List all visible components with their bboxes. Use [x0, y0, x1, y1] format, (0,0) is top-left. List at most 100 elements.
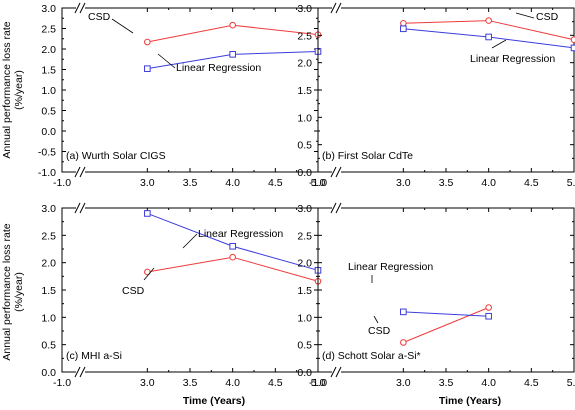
axis-break-mask-top [332, 206, 341, 210]
y-tick-label: 2.0 [297, 58, 312, 70]
data-point-linear-regression [400, 25, 407, 33]
y-tick-label: 1.5 [41, 285, 56, 297]
annotation-leader [111, 18, 134, 34]
x-tick-label: 4.5 [524, 377, 539, 389]
data-point-linear-regression [485, 33, 492, 41]
data-point-csd [400, 20, 407, 27]
x-tick-label-first: -1.0 [309, 377, 327, 389]
x-tick-label: 3.5 [439, 177, 454, 189]
x-tick-label: 4.5 [268, 377, 283, 389]
y-tick-label: 1.0 [297, 112, 312, 124]
axis-break-slash [74, 202, 81, 214]
y-tick-label: 0.0 [41, 126, 56, 138]
panel-a: -1.0 -0.5 0.0 0.5 1.0 1.5 2.0 2.5 3.0 -1.0 3.0 3.5 4… [38, 2, 326, 189]
x-tick-label: 3.5 [439, 377, 454, 389]
y-tick-label: 1.5 [297, 85, 312, 97]
data-point-linear-regression [144, 210, 151, 217]
y-tick-label: 1.0 [297, 312, 312, 324]
y-tick-label: 0.0 [297, 367, 312, 379]
y-tick-label: 0.5 [297, 340, 312, 352]
figure-ylabel-bottom-line1: Annual performance loss rate [1, 223, 13, 360]
x-tick-label: 5.0 [567, 177, 575, 189]
data-point-linear-regression [144, 65, 151, 72]
y-tick-label: 0.5 [41, 106, 56, 118]
plot-frame [317, 207, 575, 373]
x-tick-label: 5.0 [311, 377, 326, 389]
data-point-csd [144, 268, 151, 276]
axis-break-slash [74, 366, 81, 378]
axis-break-slash [330, 366, 337, 378]
axis-break-slash [79, 2, 86, 14]
annotation-leader [373, 315, 379, 324]
x-tick-label: 5.0 [311, 177, 326, 189]
axis-break-mask-bottom [76, 370, 85, 374]
y-tick-label: 1.5 [297, 285, 312, 297]
figure-ylabel-bottom-line2: (%/year) [13, 272, 25, 312]
y-tick-label: 2.5 [297, 30, 312, 42]
axis-break-mask-top [76, 206, 85, 210]
panel-label: (b) First Solar CdTe [322, 150, 413, 162]
x-tick-label: 3.5 [183, 377, 198, 389]
series-annotation-csd: CSD [368, 325, 391, 337]
data-point-csd [485, 304, 492, 311]
series-annotation-csd: CSD [536, 11, 559, 23]
axis-break-mask-bottom [76, 170, 85, 174]
panel-label: (c) MHI a-Si [66, 350, 122, 362]
figure-ylabel-line1: Annual performance loss rate [1, 21, 13, 158]
axis-break-mask-top [332, 6, 341, 10]
panel-d: 0.0 0.5 1.0 1.5 2.0 2.5 3.0 -1.0 3.0 3.5 4.0 4.5 5.0… [297, 202, 575, 389]
x-tick-label: 4.5 [268, 177, 283, 189]
y-tick-label: 0.5 [297, 140, 312, 152]
y-tick-label: 1.0 [41, 312, 56, 324]
y-tick-label: -1.0 [38, 167, 56, 179]
panel-label: (a) Wurth Solar CIGS [66, 150, 166, 162]
x-tick-label: 4.0 [225, 377, 240, 389]
x-tick-label: 3.0 [396, 377, 411, 389]
series-annotation-linear-regression: Linear Regression [348, 261, 433, 273]
series-annotation-linear-regression: Linear Regression [198, 228, 283, 240]
y-tick-label: 0.0 [297, 167, 312, 179]
axis-break-slash [79, 202, 86, 214]
figure-ylabel-bottom: Annual performance loss rate (%/year) [1, 223, 25, 360]
y-tick-label: 2.0 [41, 258, 56, 270]
axis-break-mask-top [76, 6, 85, 10]
plot-frame [61, 7, 319, 173]
figure-ylabel-line2: (%/year) [13, 70, 25, 110]
data-point-csd [570, 36, 575, 44]
data-point-linear-regression [229, 51, 236, 58]
axis-break-slash [79, 366, 86, 378]
annotation-leader [515, 12, 535, 19]
x-tick-label: 4.5 [524, 177, 539, 189]
y-tick-label: 2.5 [41, 24, 56, 36]
data-point-csd [400, 339, 407, 346]
y-tick-label: 3.0 [297, 3, 312, 15]
x-tick-label: 5.0 [567, 377, 575, 389]
y-tick-label: 3.0 [41, 3, 56, 15]
xlabel-left: Time (Years) [183, 395, 245, 407]
data-point-linear-regression [485, 312, 492, 320]
x-tick-label: 3.0 [140, 177, 155, 189]
series-line-csd [403, 307, 489, 343]
y-tick-label: 3.0 [41, 203, 56, 215]
data-point-linear-regression [570, 44, 575, 52]
y-tick-label: 2.5 [297, 230, 312, 242]
annotation-leader [143, 267, 155, 281]
series-line-csd [147, 256, 319, 282]
x-tick-label-first: -1.0 [309, 177, 327, 189]
annotation-leader [157, 53, 176, 69]
panel-b: 0.0 0.5 1.0 1.5 2.0 2.5 3.0 -1.0 3.0 3.5 4.0 4.5 5.0… [297, 2, 575, 189]
x-tick-label: 3.0 [140, 377, 155, 389]
y-tick-label: 2.0 [297, 258, 312, 270]
data-point-csd [229, 21, 236, 29]
x-tick-label: 3.0 [396, 177, 411, 189]
xlabel-right: Time (Years) [439, 395, 501, 407]
x-tick-label-first: -1.0 [53, 377, 71, 389]
data-point-linear-regression [400, 308, 407, 316]
figure-ylabel: Annual performance loss rate (%/year) [1, 21, 25, 158]
y-tick-label: 3.0 [297, 203, 312, 215]
data-point-csd [485, 17, 492, 24]
axis-break-slash [335, 202, 342, 214]
series-annotation-csd: CSD [88, 11, 111, 23]
x-tick-label: 4.0 [481, 177, 496, 189]
axis-break-slash [330, 202, 337, 214]
